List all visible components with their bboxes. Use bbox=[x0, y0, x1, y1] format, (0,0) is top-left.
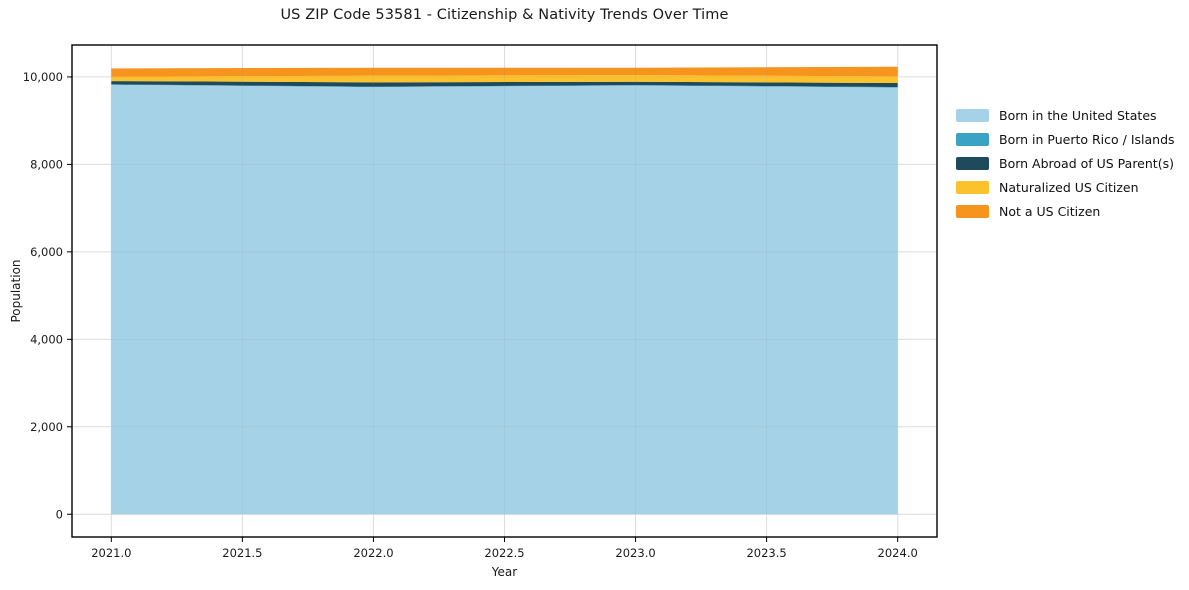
x-axis-label: Year bbox=[491, 565, 518, 579]
legend-item-born-us: Born in the United States bbox=[956, 103, 1175, 127]
x-tick-label: 2023.0 bbox=[615, 546, 655, 560]
x-tick-label: 2021.0 bbox=[91, 546, 131, 560]
legend-swatch-naturalized bbox=[956, 180, 989, 194]
legend-label: Born in Puerto Rico / Islands bbox=[999, 131, 1175, 147]
legend-swatch-not-citizen bbox=[956, 204, 989, 218]
x-tick-label: 2024.0 bbox=[878, 546, 918, 560]
legend-item-not-citizen: Not a US Citizen bbox=[956, 199, 1175, 223]
legend-swatch-born-us bbox=[956, 108, 989, 122]
area-series-0 bbox=[111, 84, 898, 515]
y-tick-label: 10,000 bbox=[23, 70, 63, 84]
legend-item-naturalized: Naturalized US Citizen bbox=[956, 175, 1175, 199]
y-tick-label: 4,000 bbox=[30, 332, 63, 346]
legend: Born in the United States Born in Puerto… bbox=[956, 103, 1175, 223]
x-tick-label: 2021.5 bbox=[222, 546, 262, 560]
legend-swatch-born-puerto-rico bbox=[956, 132, 989, 146]
legend-label: Born in the United States bbox=[999, 107, 1157, 123]
y-tick-label: 6,000 bbox=[30, 245, 63, 259]
legend-item-born-abroad: Born Abroad of US Parent(s) bbox=[956, 151, 1175, 175]
area-series-2 bbox=[111, 81, 898, 88]
x-tick-label: 2022.0 bbox=[353, 546, 393, 560]
area-series-3 bbox=[111, 75, 898, 84]
y-tick-label: 2,000 bbox=[30, 420, 63, 434]
x-tick-label: 2022.5 bbox=[484, 546, 524, 560]
chart-title: US ZIP Code 53581 - Citizenship & Nativi… bbox=[280, 7, 729, 23]
legend-swatch-born-abroad bbox=[956, 156, 989, 170]
y-tick-label: 8,000 bbox=[30, 157, 63, 171]
legend-item-born-puerto-rico: Born in Puerto Rico / Islands bbox=[956, 127, 1175, 151]
y-tick-label: 0 bbox=[56, 507, 63, 521]
x-tick-label: 2023.5 bbox=[746, 546, 786, 560]
area-series-1 bbox=[111, 84, 898, 88]
y-axis-label: Population bbox=[9, 259, 23, 323]
legend-label: Not a US Citizen bbox=[999, 203, 1101, 219]
legend-label: Born Abroad of US Parent(s) bbox=[999, 155, 1174, 171]
legend-label: Naturalized US Citizen bbox=[999, 179, 1139, 195]
area-series-4 bbox=[111, 66, 898, 77]
